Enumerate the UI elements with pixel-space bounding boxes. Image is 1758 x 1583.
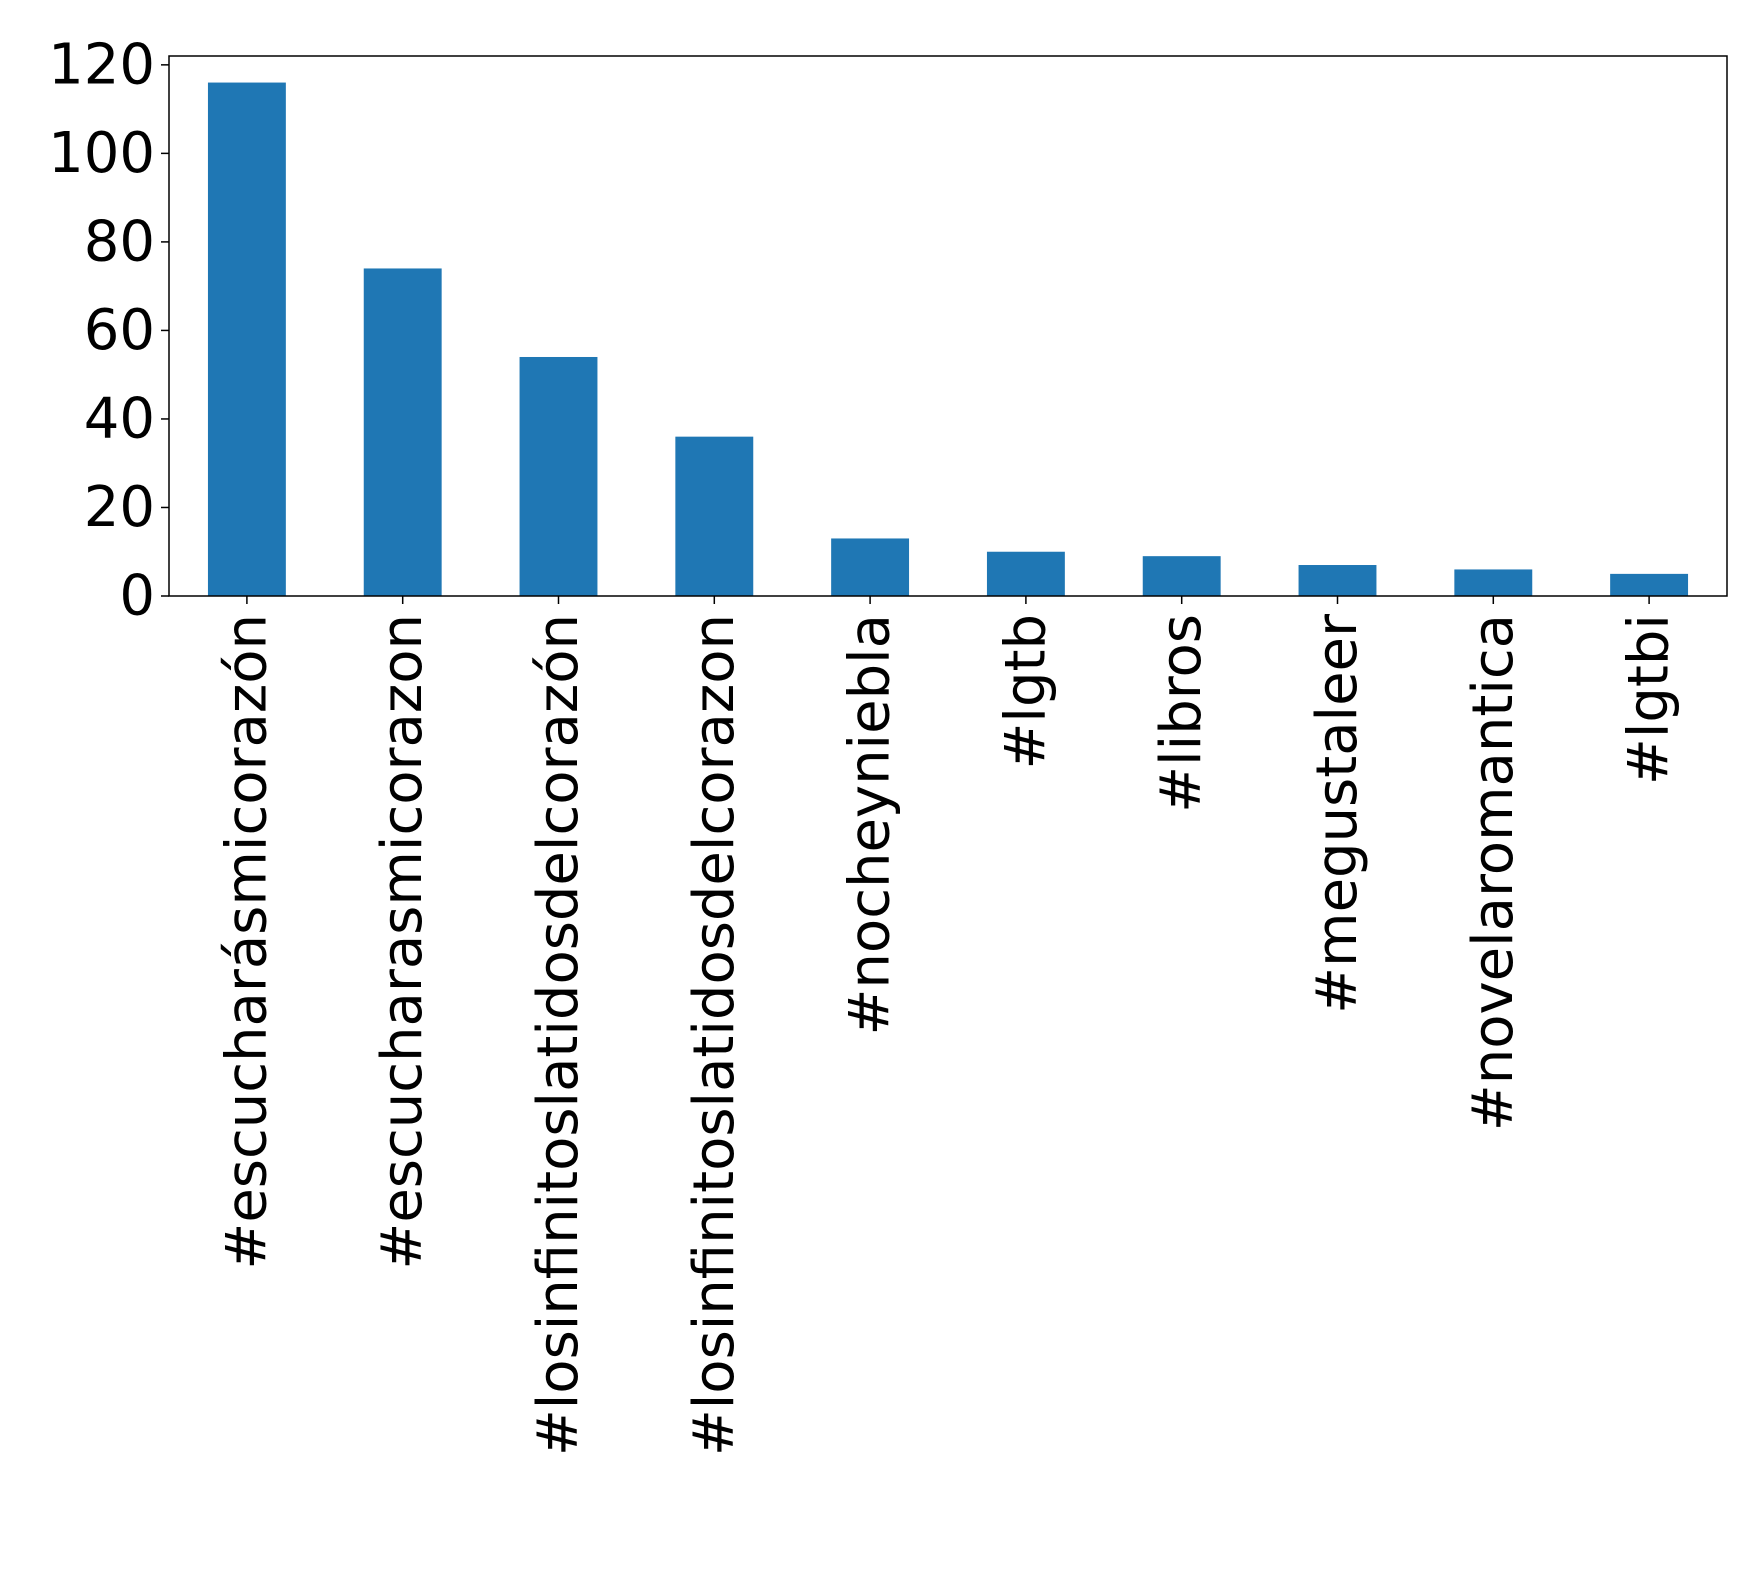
x-tick-label: #lgtb	[993, 614, 1058, 770]
y-axis: 0 20 40 60 80 100 120	[48, 32, 169, 629]
bar	[1610, 573, 1689, 596]
y-tick-label: 80	[84, 209, 155, 274]
x-tick-label: #lgtbi	[1617, 614, 1682, 785]
y-tick-label: 20	[84, 475, 155, 540]
x-tick-label: #losinfinitoslatidosdelcorazon	[682, 614, 747, 1456]
bar	[986, 551, 1065, 596]
y-tick-label: 120	[48, 32, 155, 97]
bar	[207, 82, 286, 597]
x-tick-label: #escucharasmicorazon	[370, 614, 435, 1270]
x-axis: #escucharásmicorazón #escucharasmicorazon…	[214, 596, 1682, 1456]
x-tick-label: #libros	[1149, 614, 1214, 813]
plot-frame	[168, 55, 1728, 597]
x-tick-label: #megustaleer	[1305, 613, 1370, 1014]
y-tick-label: 60	[84, 298, 155, 363]
bar	[1454, 569, 1533, 596]
x-tick-label: #novelaromantica	[1461, 614, 1526, 1131]
bar	[1298, 565, 1377, 596]
x-tick-label: #escucharásmicorazón	[214, 614, 279, 1270]
y-tick-label: 40	[84, 386, 155, 451]
y-tick-label: 100	[48, 121, 155, 186]
bar	[519, 356, 598, 596]
bars-group	[207, 82, 1689, 597]
bar	[1142, 556, 1221, 596]
bar	[363, 268, 442, 596]
y-tick-label: 0	[119, 564, 155, 629]
x-tick-label: #losinfinitoslatidosdelcorazón	[526, 614, 591, 1456]
bar	[675, 436, 754, 596]
x-tick-label: #nocheyniebla	[838, 614, 903, 1035]
bar	[831, 538, 910, 596]
